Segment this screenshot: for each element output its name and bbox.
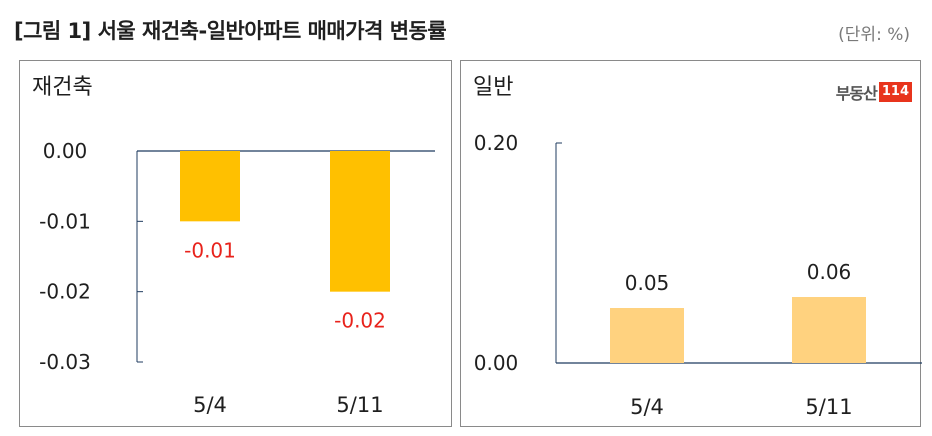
bar xyxy=(792,297,866,363)
brand-logo: 부동산 114 xyxy=(836,81,912,103)
chart-panel-general: 일반 부동산 114 0.20 0.00 0.05 5/4 0.06 5/11 xyxy=(460,60,922,427)
panel-title-reconstruction: 재건축 xyxy=(32,75,93,100)
panel-title-general: 일반 xyxy=(473,75,514,100)
x-category-label: 5/4 xyxy=(630,395,664,419)
reconstruction-chart: 0.00 -0.01 -0.02 -0.03 -0.01 5/4 -0.02 5/11 xyxy=(39,139,435,417)
y-tick-label: -0.02 xyxy=(39,280,91,304)
bar xyxy=(610,308,684,363)
x-category-label: 5/11 xyxy=(336,393,383,417)
unit-label: (단위: %) xyxy=(838,25,910,45)
bar xyxy=(180,151,240,222)
y-tick-label: 0.20 xyxy=(474,131,519,155)
data-label: -0.02 xyxy=(334,309,386,333)
x-category-label: 5/11 xyxy=(805,395,852,419)
logo-text: 부동산 xyxy=(835,84,878,103)
figure-title: [그림 1] 서울 재건축-일반아파트 매매가격 변동률 xyxy=(14,19,447,43)
bar xyxy=(330,151,390,292)
y-tick-label: 0.00 xyxy=(43,139,88,163)
data-label: 0.06 xyxy=(807,260,852,284)
y-tick-label: -0.01 xyxy=(39,209,91,233)
chart-panel-reconstruction: 재건축 0.00 -0.01 -0.02 -0.03 -0.01 5/4 -0.02 5/11 xyxy=(19,60,452,427)
data-label: -0.01 xyxy=(184,238,236,262)
general-chart: 0.20 0.00 0.05 5/4 0.06 5/11 xyxy=(474,131,922,419)
data-label: 0.05 xyxy=(625,271,670,295)
x-category-label: 5/4 xyxy=(193,393,227,417)
logo-number: 114 xyxy=(878,82,912,102)
y-tick-label: 0.00 xyxy=(474,351,519,375)
y-tick-label: -0.03 xyxy=(39,350,91,374)
